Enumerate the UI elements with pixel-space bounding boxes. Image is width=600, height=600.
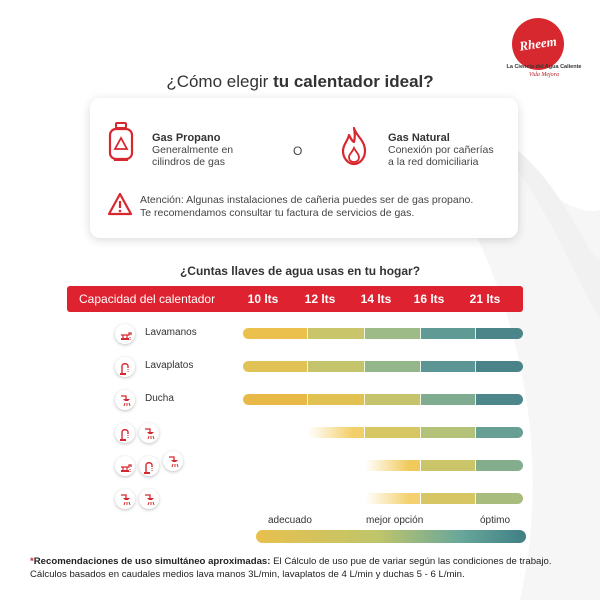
option-separator: O: [293, 144, 303, 158]
gas-natural-desc-1: Conexión por cañerías: [388, 144, 494, 156]
footnote-text: El Cálculo de uso pue de variar según la…: [30, 556, 552, 580]
usage-row: [0, 451, 600, 477]
gas-info-card: Gas Propano Generalmente en cilindros de…: [90, 98, 518, 238]
capacity-segment: [421, 394, 476, 405]
legend-high: óptimo: [480, 515, 511, 526]
usage-row-label: Lavamanos: [145, 327, 197, 338]
gas-propano-desc-1: Generalmente en: [152, 144, 234, 156]
capacity-segment: [421, 328, 476, 339]
usage-row: Lavamanos: [0, 323, 600, 345]
capacity-segment: [243, 427, 308, 438]
capacity-segment: [365, 460, 421, 471]
capacity-segment: [476, 394, 523, 405]
usage-row-label: Ducha: [145, 393, 174, 404]
warning-line-2: Te recomendamos consultar tu factura de …: [140, 207, 415, 219]
title-prefix: ¿Cómo elegir: [166, 72, 274, 91]
capacity-segment: [421, 361, 476, 372]
kitchen-tap-icon: [115, 423, 135, 443]
capacity-segment: [476, 493, 523, 504]
capacity-segment: [243, 394, 308, 405]
capacity-segment: [476, 361, 523, 372]
gas-natural-info: Gas Natural Conexión por cañerías a la r…: [388, 132, 494, 168]
gas-natural-name: Gas Natural: [388, 132, 450, 144]
capacity-segment: [365, 328, 421, 339]
capacity-bar: [243, 361, 523, 372]
title-bold: tu calentador ideal?: [273, 72, 434, 91]
capacity-segment: [365, 493, 421, 504]
kitchen-tap-icon: [115, 357, 135, 377]
brand-slogan: Vida Mejora: [528, 72, 560, 78]
capacity-segment: [308, 328, 365, 339]
capacity-column: 14 lts: [360, 292, 392, 306]
capacity-segment: [308, 460, 365, 471]
kitchen-tap-icon: [139, 456, 159, 476]
capacity-label: Capacidad del calentador: [79, 292, 216, 306]
capacity-segment: [476, 460, 523, 471]
usage-row: Lavaplatos: [0, 356, 600, 378]
warning-text: Atención: Algunas instalaciones de cañer…: [140, 194, 520, 220]
capacity-column: 10 lts: [247, 292, 279, 306]
footnote-star: *: [30, 556, 34, 567]
capacity-segment: [243, 493, 308, 504]
warning-icon: [107, 192, 133, 216]
legend-mid: mejor opción: [366, 515, 424, 526]
footnote-bold: Recomendaciones de uso simultáneo aproxi…: [33, 556, 271, 567]
legend-low: adecuado: [268, 515, 312, 526]
capacity-column: 21 lts: [469, 292, 501, 306]
capacity-segment: [243, 328, 308, 339]
warning-line-1: Atención: Algunas instalaciones de cañer…: [140, 194, 474, 206]
usage-row: Ducha: [0, 389, 600, 411]
capacity-column: 12 lts: [304, 292, 336, 306]
brand-tagline: La Ciencia del Agua Caliente: [506, 64, 582, 70]
capacity-segment: [308, 394, 365, 405]
capacity-segment: [308, 361, 365, 372]
usage-row-label: Lavaplatos: [145, 360, 194, 371]
capacity-bar: [243, 493, 523, 504]
shower-icon: [163, 451, 183, 471]
capacity-bar: [243, 427, 523, 438]
faucet-question: ¿Cuntas llaves de agua usas en tu hogar?: [179, 264, 421, 278]
capacity-segment: [308, 493, 365, 504]
capacity-column: 16 lts: [413, 292, 445, 306]
legend-gradient-bar: [256, 530, 526, 543]
gas-propano-info: Gas Propano Generalmente en cilindros de…: [152, 132, 233, 168]
gas-cylinder-icon: [108, 122, 134, 161]
shower-icon: [115, 390, 135, 410]
page-title: ¿Cómo elegir tu calentador ideal?: [0, 72, 600, 92]
capacity-header: Capacidad del calentador 10 lts 12 lts 1…: [67, 286, 523, 312]
shower-icon: [139, 489, 159, 509]
capacity-segment: [365, 361, 421, 372]
shower-icon: [115, 489, 135, 509]
capacity-segment: [421, 427, 476, 438]
flame-icon: [341, 126, 367, 166]
usage-row: [0, 422, 600, 444]
gas-propano-name: Gas Propano: [152, 132, 221, 144]
capacity-segment: [243, 361, 308, 372]
usage-row: [0, 488, 600, 510]
gas-propano-desc-2: cilindros de gas: [152, 156, 225, 168]
faucet-icon: [115, 324, 135, 344]
capacity-segment: [243, 460, 308, 471]
gas-natural-desc-2: a la red domiciliaria: [388, 156, 479, 168]
capacity-bar: [243, 394, 523, 405]
shower-icon: [139, 423, 159, 443]
capacity-segment: [476, 328, 523, 339]
faucet-icon: [115, 456, 135, 476]
capacity-segment: [421, 460, 476, 471]
capacity-segment: [421, 493, 476, 504]
capacity-segment: [365, 427, 421, 438]
footnote: *Recomendaciones de uso simultáneo aprox…: [30, 556, 575, 581]
capacity-bar: [243, 460, 523, 471]
capacity-segment: [308, 427, 365, 438]
capacity-segment: [476, 427, 523, 438]
capacity-bar: [243, 328, 523, 339]
capacity-segment: [365, 394, 421, 405]
